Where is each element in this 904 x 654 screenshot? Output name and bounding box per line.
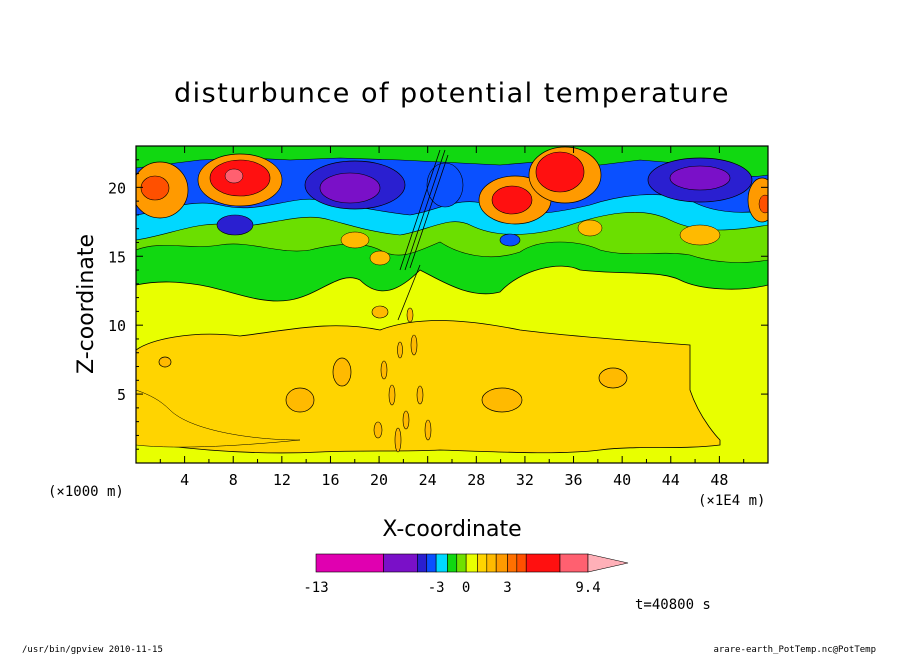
y-tick-label: 10	[108, 317, 126, 335]
field-warm-blob	[535, 151, 585, 193]
field-warm-blob	[224, 168, 244, 184]
colorbar-extend-arrow	[587, 553, 629, 573]
field-orange-patch	[158, 356, 172, 368]
colorbar-segment	[477, 553, 488, 573]
field-warm-blob	[369, 250, 391, 266]
colorbar-label: -3	[428, 580, 445, 596]
field-orange-patch	[598, 367, 628, 389]
footer-left: /usr/bin/gpview 2010-11-15	[22, 645, 163, 654]
field-purple-blob	[319, 172, 381, 204]
x-tick-label: 24	[419, 471, 437, 489]
field-blue-blob	[216, 214, 254, 236]
field-center-stripes	[371, 305, 432, 453]
field-purple-blob	[669, 165, 731, 191]
x-tick-label: 16	[321, 471, 339, 489]
y-tick-label: 5	[117, 386, 126, 404]
x-tick-label: 44	[662, 471, 680, 489]
field-orange-patch	[481, 387, 523, 413]
y-axis: 5 10 15 20	[108, 159, 768, 450]
x-tick-label: 28	[467, 471, 485, 489]
colorbar-segment	[383, 553, 418, 573]
plot-area	[136, 146, 768, 463]
field-warm-blob	[758, 194, 768, 214]
chart-title: disturbunce of potential temperature	[174, 78, 730, 109]
colorbar: -13 -3 0 3 9.4	[303, 553, 629, 596]
x-tick-label: 40	[613, 471, 631, 489]
y-tick-label: 20	[108, 179, 126, 197]
x-tick-label: 36	[565, 471, 583, 489]
field-wave-lines	[397, 149, 449, 321]
x-tick-label: 12	[273, 471, 291, 489]
colorbar-segment	[456, 553, 467, 573]
colorbar-segment	[435, 553, 448, 573]
x-tick-label: 48	[710, 471, 728, 489]
colorbar-label: 9.4	[575, 580, 600, 596]
field-orange-patch	[285, 387, 315, 413]
colorbar-segment	[525, 553, 561, 573]
field-blue-blob	[499, 233, 521, 247]
colorbar-segment	[465, 553, 478, 573]
x-axis-label: X-coordinate	[382, 517, 521, 542]
time-label: t=40800 s	[635, 597, 711, 613]
colorbar-segment	[495, 553, 508, 573]
field-lower-band	[136, 320, 721, 454]
x-tick-label: 8	[229, 471, 238, 489]
colorbar-segment	[447, 553, 458, 573]
colorbar-segment	[516, 553, 527, 573]
field-warm-blob	[140, 175, 170, 201]
x-unit-right: (×1E4 m)	[698, 493, 765, 509]
colorbar-segment	[559, 553, 589, 573]
field-lower-orange-bottom-left	[136, 389, 301, 448]
x-tick-label: 20	[370, 471, 388, 489]
field-layers	[136, 146, 768, 463]
y-tick-label: 15	[108, 248, 126, 266]
x-tick-label: 32	[516, 471, 534, 489]
colorbar-label: 3	[503, 580, 511, 596]
colorbar-segment	[315, 553, 384, 573]
field-warm-blob	[577, 219, 603, 237]
colorbar-segment	[417, 553, 428, 573]
colorbar-segment	[507, 553, 518, 573]
x-axis: 4 8 12 16 20 24 28 32 36 40 44 48	[159, 146, 745, 489]
y-axis-label: Z-coordinate	[74, 234, 99, 374]
field-warm-blob	[340, 231, 370, 249]
colorbar-label: -13	[303, 580, 328, 596]
field-orange-patch	[332, 357, 352, 387]
colorbar-segment	[426, 553, 437, 573]
field-warm-blob	[679, 224, 721, 246]
footer-right: arare-earth_PotTemp.nc@PotTemp	[713, 645, 876, 654]
x-tick-label: 4	[180, 471, 189, 489]
field-warm-blob	[491, 185, 533, 215]
colorbar-segment	[486, 553, 497, 573]
colorbar-label: 0	[462, 580, 470, 596]
x-unit-left: (×1000 m)	[48, 484, 124, 500]
